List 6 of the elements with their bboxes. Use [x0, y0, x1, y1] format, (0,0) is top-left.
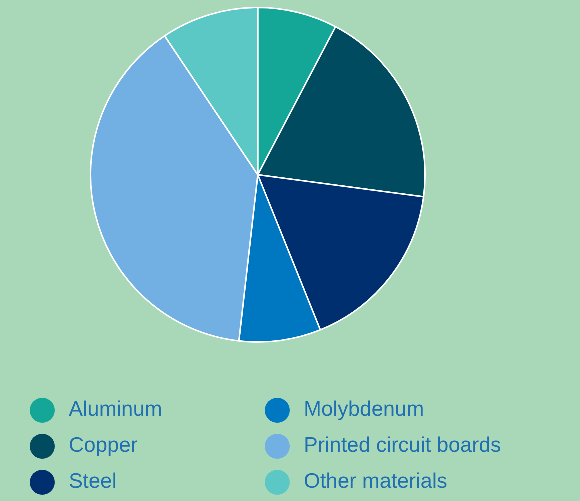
legend-label: Other materials: [304, 470, 448, 494]
legend-label: Steel: [69, 470, 117, 494]
legend-label: Copper: [69, 434, 138, 458]
legend-label: Aluminum: [69, 398, 162, 422]
legend-label: Printed circuit boards: [304, 434, 502, 458]
legend-label: Molybdenum: [304, 398, 424, 422]
